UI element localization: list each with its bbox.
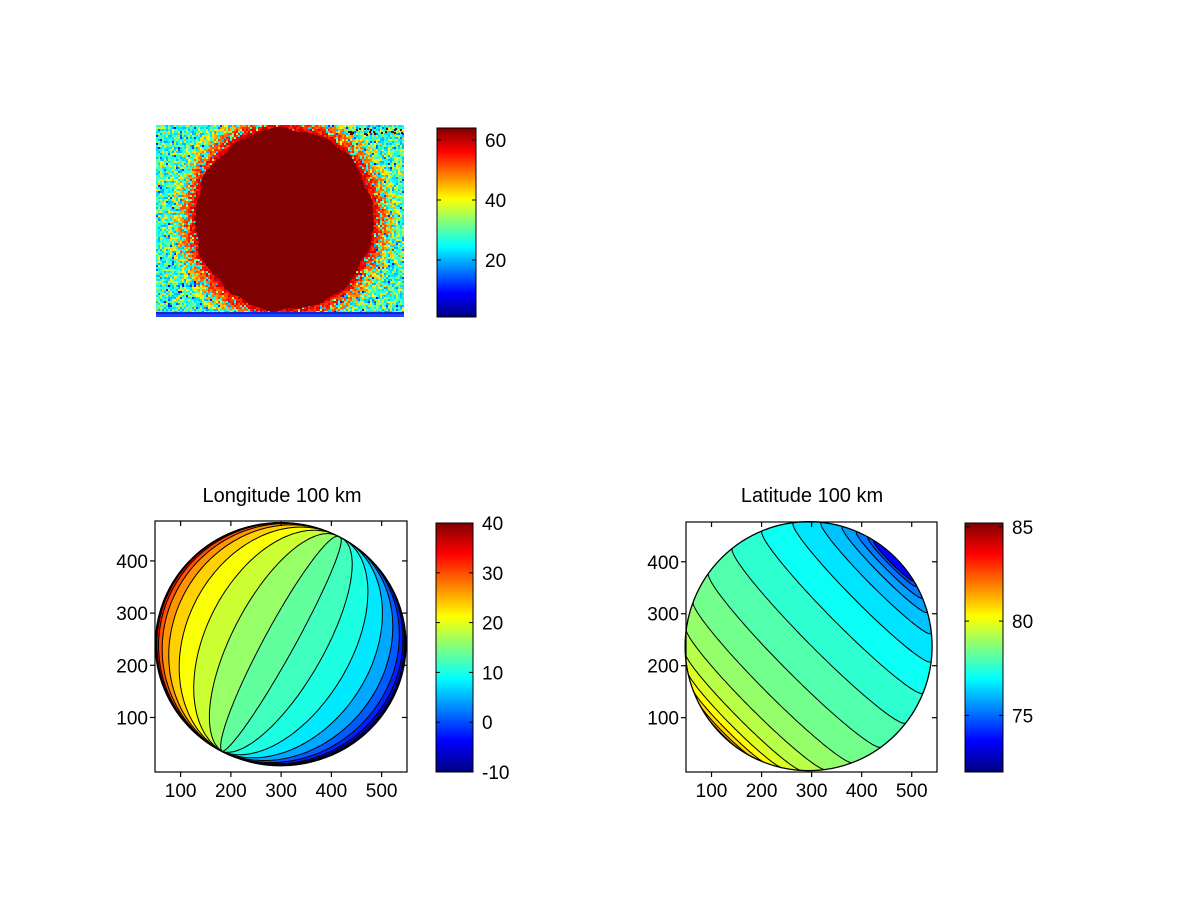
- colorbar-tick-label: 20: [485, 251, 506, 272]
- bottom-blue-line: [156, 312, 404, 314]
- colorbar-tick-label: 75: [1012, 706, 1033, 727]
- image-colorbar: 20 40 60: [436, 127, 506, 318]
- x-tick-label: 400: [846, 781, 878, 802]
- longitude-colorbar-bar: [435, 522, 474, 773]
- latitude-colorbar-bar: [964, 522, 1004, 773]
- contour-line: [208, 533, 337, 752]
- longitude-contour-plot: [154, 522, 407, 767]
- saturated-disk: [195, 126, 374, 313]
- longitude-panel-axes: 100 200 300 400 500 100 200 300 400: [116, 520, 408, 802]
- y-tick-label: 400: [116, 552, 148, 573]
- longitude-plot-title: Longitude 100 km: [202, 485, 362, 507]
- latitude-colorbar: 75 80 85: [964, 518, 1033, 773]
- contour-line: [761, 530, 924, 695]
- contour-line: [873, 540, 914, 582]
- contour-line: [221, 541, 394, 761]
- contour-line: [699, 704, 751, 757]
- noise-speckle: [156, 125, 404, 313]
- x-tick-label: 300: [796, 781, 828, 802]
- latitude-contour-plot: [684, 521, 933, 772]
- y-tick-label: 200: [647, 657, 679, 678]
- colorbar-tick-label: 85: [1012, 518, 1033, 539]
- contour-line: [157, 522, 313, 752]
- contour-line: [168, 524, 327, 752]
- contour-line: [193, 529, 335, 752]
- contour-line: [841, 526, 928, 613]
- contour-lines-group: [684, 522, 932, 771]
- contour-line: [685, 629, 826, 771]
- y-tick-label: 100: [116, 708, 148, 729]
- y-tick-label: 400: [647, 553, 679, 574]
- x-tick-label: 100: [696, 781, 728, 802]
- contour-line: [692, 601, 853, 764]
- colorbar-tick-label: 30: [482, 564, 503, 585]
- latitude-plot-title: Latitude 100 km: [740, 485, 884, 507]
- colorbar-tick-label: 40: [485, 191, 506, 212]
- contour-line: [222, 537, 342, 752]
- x-tick-label: 100: [165, 781, 197, 802]
- colorbar-tick-label: 40: [482, 514, 503, 535]
- contour-line: [731, 547, 907, 724]
- bottom-blue-line: [156, 314, 404, 317]
- contour-bands-group: [684, 521, 933, 771]
- colorbar-tick-label: 60: [485, 131, 506, 152]
- contour-line: [820, 522, 932, 635]
- contour-line: [692, 690, 766, 764]
- contour-line: [792, 522, 932, 663]
- x-tick-label: 200: [215, 781, 247, 802]
- contour-line: [221, 550, 404, 765]
- contour-line: [867, 537, 917, 587]
- y-tick-label: 300: [116, 604, 148, 625]
- contour-line: [221, 539, 383, 759]
- contour-line: [220, 535, 339, 752]
- noise-speckle: [156, 125, 404, 313]
- contour-line: [221, 545, 400, 764]
- colorbar-tick-label: -10: [482, 763, 509, 784]
- longitude-colorbar: -10 0 10 20 30 40: [435, 514, 509, 784]
- contour-line: [178, 526, 331, 752]
- x-tick-label: 200: [746, 781, 778, 802]
- solar-image-panel: [156, 125, 404, 317]
- contour-line: [855, 531, 923, 599]
- contour-line: [687, 673, 782, 769]
- x-tick-label: 300: [265, 781, 297, 802]
- x-tick-label: 500: [896, 781, 928, 802]
- contour-line: [707, 572, 882, 748]
- corner-annotation-marks: [348, 128, 403, 136]
- y-tick-label: 300: [647, 605, 679, 626]
- colorbar-tick-label: 80: [1012, 612, 1033, 633]
- contour-line: [161, 522, 323, 752]
- colorbar-tick-label: 0: [482, 713, 493, 734]
- y-tick-label: 100: [647, 709, 679, 730]
- x-tick-label: 500: [366, 781, 398, 802]
- contour-line: [684, 653, 802, 771]
- noise-speckle: [156, 125, 404, 313]
- contour-line: [221, 538, 353, 753]
- y-tick-label: 200: [116, 656, 148, 677]
- latitude-panel-axes: 100 200 300 400 500 100 200 300 400: [647, 521, 938, 802]
- colorbar-tick-label: 20: [482, 614, 503, 635]
- x-tick-label: 400: [316, 781, 348, 802]
- image-colorbar-bar: [436, 127, 477, 318]
- colorbar-tick-label: 10: [482, 663, 503, 684]
- contour-line: [221, 539, 369, 756]
